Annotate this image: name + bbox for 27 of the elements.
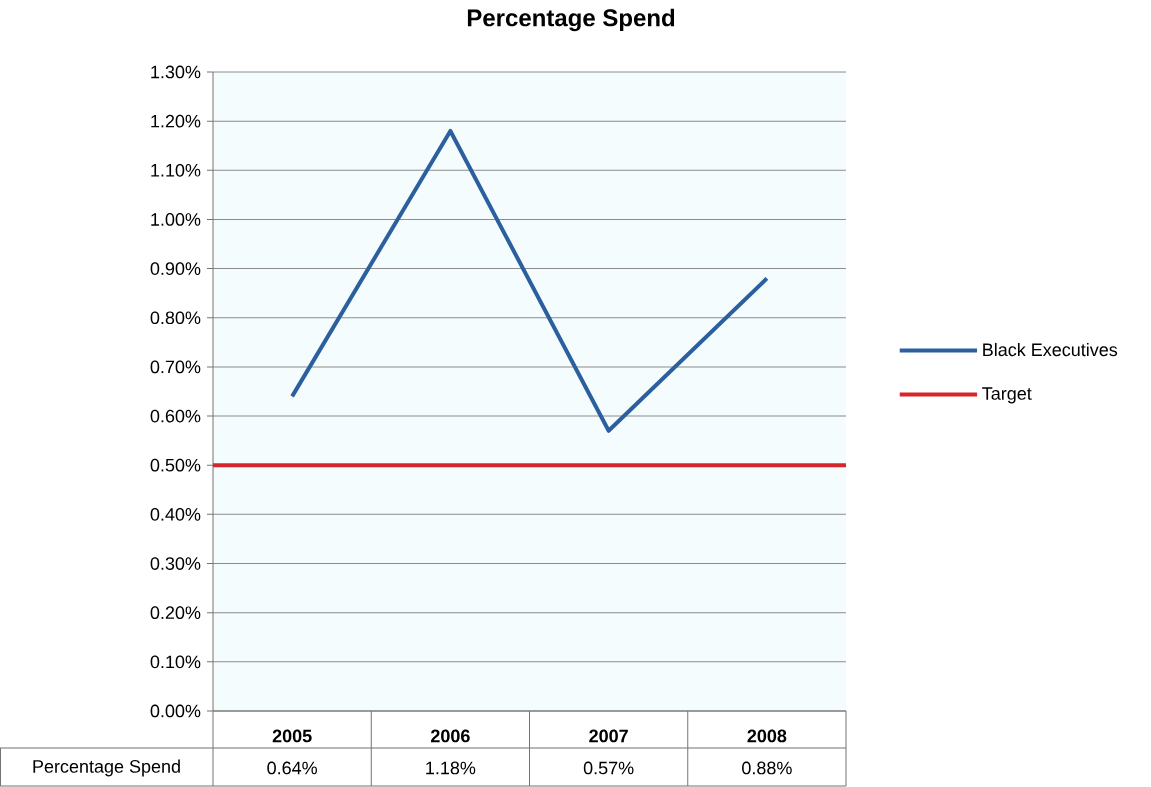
y-tick-label: 0.30% — [150, 557, 201, 570]
y-tick-label: 1.10% — [151, 163, 201, 177]
chart-title: Percentage Spend — [467, 8, 675, 32]
legend-label: Black Executives — [983, 342, 1118, 357]
y-tick-label: 0.80% — [150, 311, 201, 325]
x-tick-label: 2006 — [430, 729, 470, 743]
legend-label: Target — [982, 387, 1032, 404]
line-series — [290, 128, 769, 433]
y-tick-label: 0.40% — [150, 508, 201, 521]
data-label: 1.18% — [426, 761, 476, 775]
x-tick-label: 2008 — [747, 729, 787, 743]
y-tick-label: 0.90% — [150, 262, 201, 275]
data-label: 0.88% — [742, 761, 792, 775]
x-tick-label: 2005 — [272, 729, 312, 743]
data-label: 0.64% — [267, 761, 318, 775]
y-tick-label: 1.30% — [151, 65, 201, 79]
y-tick-label: 1.00% — [151, 213, 201, 226]
text: Percentage Spend — [33, 759, 180, 777]
y-tick-label: 0.60% — [150, 409, 201, 423]
y-tick-label: 0.50% — [150, 458, 201, 472]
data-label: 0.57% — [583, 761, 634, 775]
y-tick-label: 1.20% — [151, 114, 201, 128]
y-tick-label: 0.70% — [150, 360, 201, 374]
x-tick-label: 2007 — [589, 729, 628, 743]
y-tick-label: 0.20% — [150, 606, 201, 620]
y-tick-label: 0.00% — [150, 704, 201, 718]
y-tick-label: 0.10% — [150, 655, 201, 669]
